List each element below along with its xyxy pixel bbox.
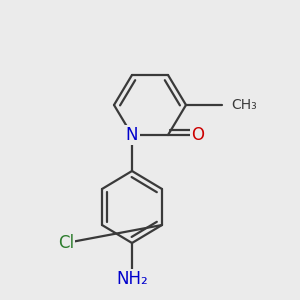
Text: Cl: Cl: [58, 234, 74, 252]
Text: O: O: [191, 126, 205, 144]
Text: NH₂: NH₂: [116, 270, 148, 288]
Text: N: N: [126, 126, 138, 144]
Text: CH₃: CH₃: [231, 98, 257, 112]
